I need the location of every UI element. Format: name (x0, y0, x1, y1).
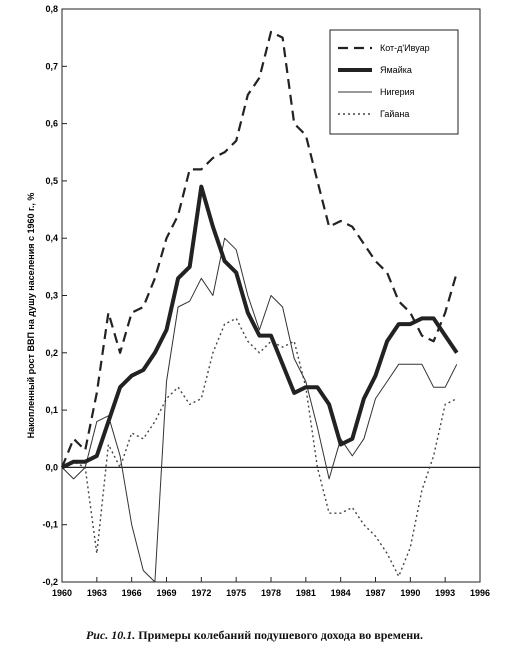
x-tick-label: 1978 (261, 588, 281, 598)
series-line-4 (61, 317, 458, 577)
series-line-3 (61, 237, 458, 583)
y-tick-label: 0,4 (45, 233, 58, 243)
legend-label-1: Кот-д'Ивуар (380, 43, 430, 53)
figure-caption: Рис. 10.1. Примеры колебаний подушевого … (0, 628, 509, 643)
legend: Кот-д'Ивуар Ямайка Нигерия Гайана (329, 29, 459, 135)
legend-label-4: Гайана (380, 109, 409, 119)
x-tick-label: 1984 (331, 588, 351, 598)
y-tick-label: 0,3 (45, 291, 58, 301)
line-chart: -0,2 -0,1 0,0 0,1 0,2 0,3 0,4 0,5 0,6 0,7 0,8 1960… (26, 4, 490, 598)
y-tick-label: 0,1 (45, 405, 58, 415)
y-tick-label: 0,2 (45, 348, 58, 358)
y-tick-label: 0,0 (45, 462, 58, 472)
legend-label-3: Нигерия (380, 87, 415, 97)
series-line-2 (61, 184, 459, 470)
series-layer (60, 30, 459, 583)
x-tick-label: 1966 (122, 588, 142, 598)
x-tick-label: 1960 (52, 588, 72, 598)
x-tick-label: 1990 (400, 588, 420, 598)
x-tick-label: 1972 (191, 588, 211, 598)
x-tick-label: 1996 (470, 588, 490, 598)
y-axis: -0,2 -0,1 0,0 0,1 0,2 0,3 0,4 0,5 0,6 0,7 0,8 (42, 4, 480, 587)
legend-box (329, 29, 459, 135)
x-tick-label: 1969 (156, 588, 176, 598)
x-tick-label: 1993 (435, 588, 455, 598)
y-tick-label: 0,5 (45, 176, 58, 186)
y-tick-label: 0,6 (45, 119, 58, 129)
x-tick-label: 1981 (296, 588, 316, 598)
x-axis: 1960 1963 1966 1969 1972 1975 1978 1981 1984 1987… (52, 577, 490, 598)
y-axis-label: Накопленный рост ВВП на душу населения с… (26, 193, 36, 439)
figure-caption-text: Примеры колебаний подушевого дохода во в… (138, 628, 424, 642)
legend-label-2: Ямайка (380, 65, 412, 75)
y-tick-label: 0,8 (45, 4, 58, 14)
figure-label: Рис. 10.1. (85, 628, 136, 642)
x-tick-label: 1963 (87, 588, 107, 598)
series-line-1 (60, 30, 458, 468)
y-tick-label: -0,1 (42, 520, 58, 530)
x-tick-label: 1975 (226, 588, 246, 598)
y-tick-label: 0,7 (45, 61, 58, 71)
x-tick-label: 1987 (365, 588, 385, 598)
y-tick-label: -0,2 (42, 577, 58, 587)
